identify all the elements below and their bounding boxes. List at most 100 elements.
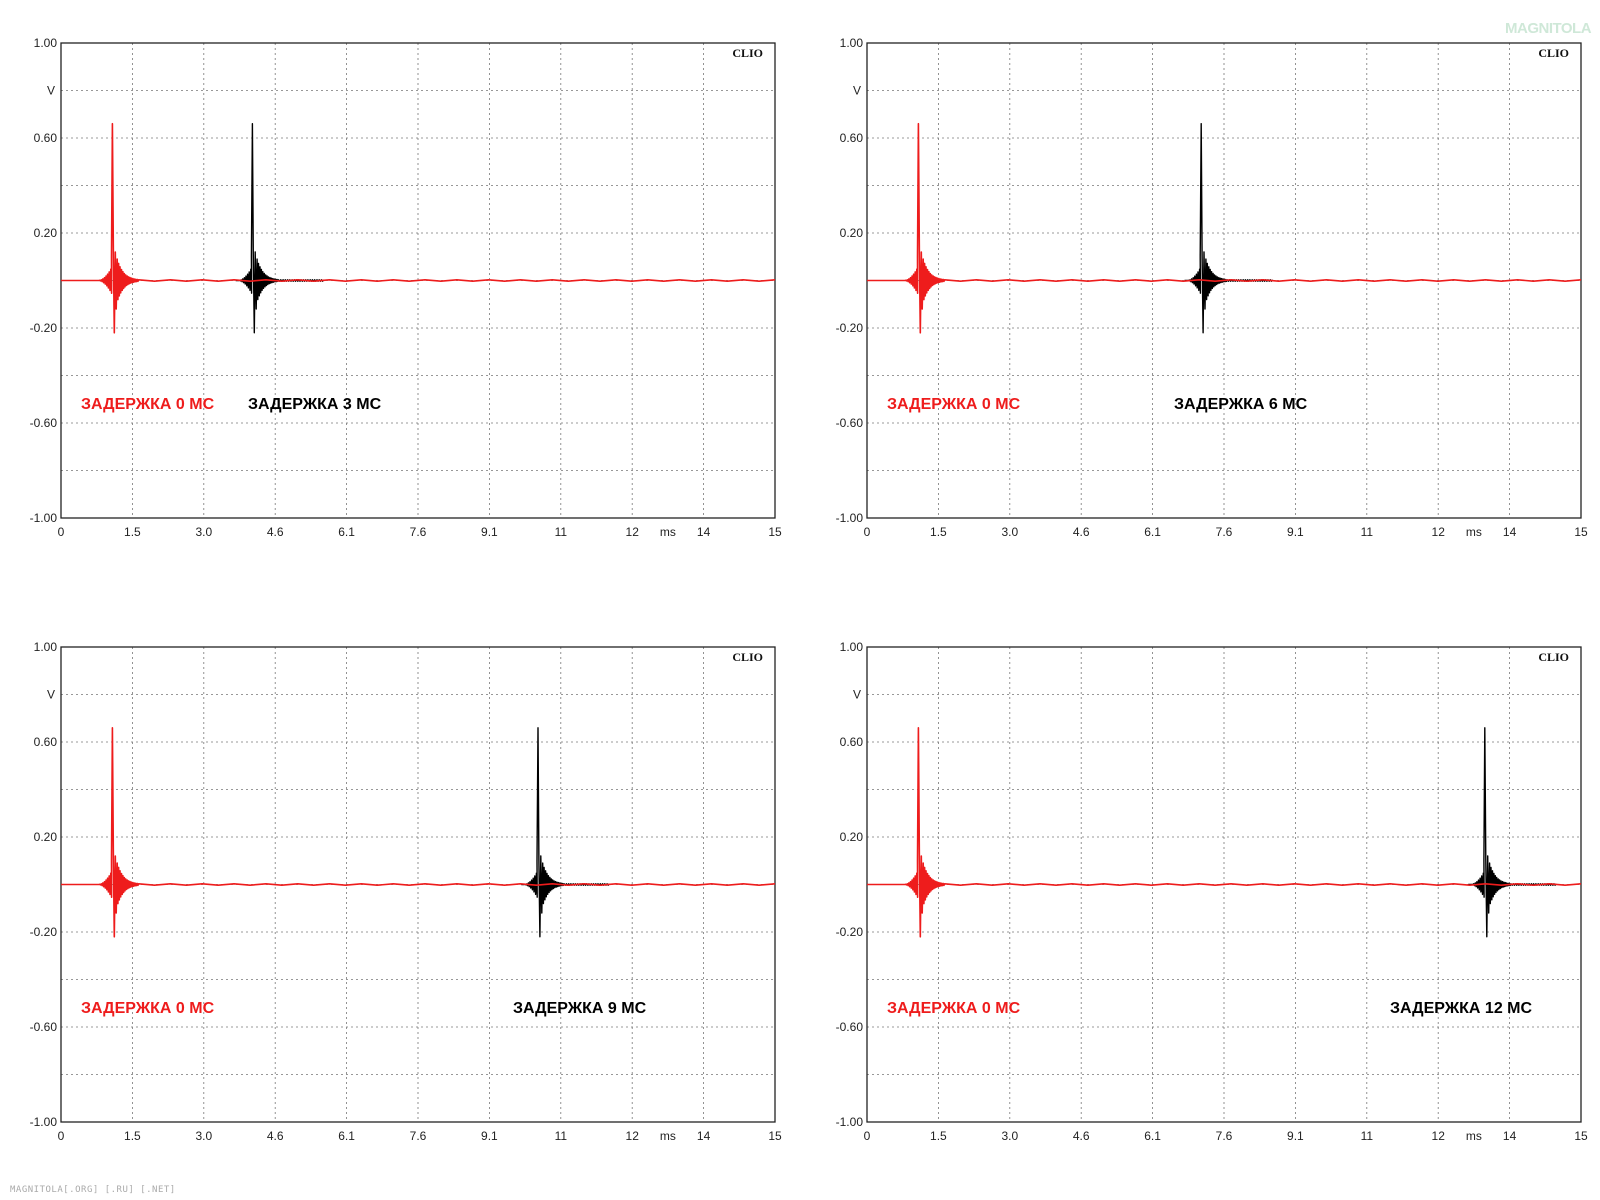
series-label: ЗАДЕРЖКА 12 МС	[1390, 1000, 1533, 1017]
series-label: ЗАДЕРЖКА 0 МС	[887, 396, 1021, 413]
x-tick-label: 4.6	[1073, 1129, 1090, 1143]
x-axis-unit: ms	[660, 1129, 676, 1143]
clio-brand: CLIO	[1538, 46, 1569, 60]
y-tick-label: 0.20	[840, 830, 864, 844]
site-logo: MAGNITOLA	[1505, 20, 1592, 37]
chart-panel: 1.00 0.60 0.20 -0.20 -0.60 -1.00 V 0 1.5 3.0 4.6 6.…	[836, 640, 1588, 1143]
y-tick-label: -1.00	[30, 511, 58, 525]
y-axis-unit: V	[853, 84, 861, 98]
y-tick-label: 0.60	[34, 735, 58, 749]
x-tick-label: 9.1	[1287, 525, 1304, 539]
x-tick-label: 6.1	[338, 525, 355, 539]
chart-panel: 1.00 0.60 0.20 -0.20 -0.60 -1.00 V 0 1.5 3.0 4.6 6.…	[30, 36, 782, 539]
x-tick-label: 7.6	[1216, 1129, 1233, 1143]
x-tick-label: 12	[1432, 1129, 1446, 1143]
series-label: ЗАДЕРЖКА 3 МС	[248, 396, 382, 413]
x-tick-label: 11	[1361, 1129, 1374, 1143]
y-tick-label: 0.20	[34, 226, 58, 240]
series-line-reference	[867, 727, 1582, 938]
series-label: ЗАДЕРЖКА 6 МС	[1174, 396, 1308, 413]
x-tick-label: 3.0	[195, 525, 212, 539]
x-tick-label: 3.0	[1001, 525, 1018, 539]
y-tick-label: -0.60	[836, 1020, 864, 1034]
x-tick-label: 0	[58, 525, 65, 539]
x-tick-label: 1.5	[930, 525, 947, 539]
series-line-delayed	[1468, 727, 1557, 938]
series-label: ЗАДЕРЖКА 0 МС	[887, 1000, 1021, 1017]
series-label: ЗАДЕРЖКА 9 МС	[513, 1000, 647, 1017]
y-tick-label: 1.00	[840, 640, 864, 654]
y-tick-label: -0.20	[836, 925, 864, 939]
x-tick-label: 9.1	[481, 1129, 498, 1143]
x-tick-label: 12	[1432, 525, 1446, 539]
x-tick-label: 14	[1503, 525, 1517, 539]
series-line-reference	[61, 727, 776, 938]
y-tick-label: 0.60	[34, 131, 58, 145]
y-tick-label: -0.60	[836, 416, 864, 430]
y-tick-label: 0.20	[840, 226, 864, 240]
y-tick-label: -0.60	[30, 1020, 58, 1034]
y-axis-unit: V	[47, 688, 55, 702]
y-tick-label: 0.60	[840, 735, 864, 749]
y-tick-label: -0.20	[30, 321, 58, 335]
series-line-delayed	[235, 123, 325, 334]
x-tick-label: 14	[697, 1129, 711, 1143]
y-tick-label: -1.00	[30, 1115, 58, 1129]
y-axis-unit: V	[853, 688, 861, 702]
series-line-reference	[867, 122, 1582, 334]
y-tick-label: -0.60	[30, 416, 58, 430]
x-tick-label: 11	[1361, 525, 1374, 539]
y-tick-label: 1.00	[34, 36, 58, 50]
x-tick-label: 9.1	[1287, 1129, 1304, 1143]
x-axis-unit: ms	[660, 525, 676, 539]
x-tick-label: 0	[864, 1129, 871, 1143]
x-tick-label: 15	[1574, 525, 1588, 539]
x-tick-label: 6.1	[1144, 1129, 1161, 1143]
x-tick-label: 7.6	[1216, 525, 1233, 539]
y-axis-unit: V	[47, 84, 55, 98]
series-line-delayed	[521, 727, 610, 938]
site-footer: MAGNITOLA[.ORG] [.RU] [.NET]	[10, 1185, 176, 1195]
x-axis-unit: ms	[1466, 1129, 1482, 1143]
x-axis-unit: ms	[1466, 525, 1482, 539]
x-tick-label: 15	[1574, 1129, 1588, 1143]
y-tick-label: -0.20	[836, 321, 864, 335]
series-label: ЗАДЕРЖКА 0 МС	[81, 396, 215, 413]
x-tick-label: 4.6	[267, 525, 284, 539]
y-tick-label: -1.00	[836, 511, 864, 525]
x-tick-label: 14	[697, 525, 711, 539]
x-tick-label: 7.6	[410, 525, 427, 539]
y-tick-label: 1.00	[840, 36, 864, 50]
x-tick-label: 15	[768, 525, 782, 539]
chart-panel: 1.00 0.60 0.20 -0.20 -0.60 -1.00 V 0 1.5 3.0 4.6 6.…	[836, 36, 1588, 539]
x-tick-label: 9.1	[481, 525, 498, 539]
y-tick-label: -1.00	[836, 1115, 864, 1129]
y-tick-label: 0.20	[34, 830, 58, 844]
x-tick-label: 3.0	[195, 1129, 212, 1143]
x-tick-label: 3.0	[1001, 1129, 1018, 1143]
x-tick-label: 11	[555, 525, 568, 539]
y-tick-label: 0.60	[840, 131, 864, 145]
x-tick-label: 0	[864, 525, 871, 539]
x-tick-label: 4.6	[267, 1129, 284, 1143]
x-tick-label: 4.6	[1073, 525, 1090, 539]
x-tick-label: 14	[1503, 1129, 1517, 1143]
clio-brand: CLIO	[732, 46, 763, 60]
x-tick-label: 1.5	[124, 1129, 141, 1143]
x-tick-label: 1.5	[124, 525, 141, 539]
clio-brand: CLIO	[1538, 650, 1569, 664]
chart-panel: 1.00 0.60 0.20 -0.20 -0.60 -1.00 V 0 1.5 3.0 4.6 6.…	[30, 640, 782, 1143]
x-tick-label: 15	[768, 1129, 782, 1143]
x-tick-label: 0	[58, 1129, 65, 1143]
x-tick-label: 6.1	[1144, 525, 1161, 539]
series-line-delayed	[1184, 123, 1274, 334]
x-tick-label: 7.6	[410, 1129, 427, 1143]
y-tick-label: -0.20	[30, 925, 58, 939]
series-label: ЗАДЕРЖКА 0 МС	[81, 1000, 215, 1017]
x-tick-label: 1.5	[930, 1129, 947, 1143]
x-tick-label: 12	[626, 525, 640, 539]
x-tick-label: 11	[555, 1129, 568, 1143]
clio-brand: CLIO	[732, 650, 763, 664]
x-tick-label: 12	[626, 1129, 640, 1143]
